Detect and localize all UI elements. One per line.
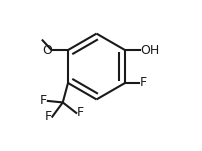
- Text: F: F: [77, 106, 84, 119]
- Text: OH: OH: [141, 44, 160, 57]
- Text: F: F: [45, 110, 52, 123]
- Text: F: F: [140, 76, 147, 90]
- Text: O: O: [43, 44, 53, 57]
- Text: F: F: [40, 94, 47, 107]
